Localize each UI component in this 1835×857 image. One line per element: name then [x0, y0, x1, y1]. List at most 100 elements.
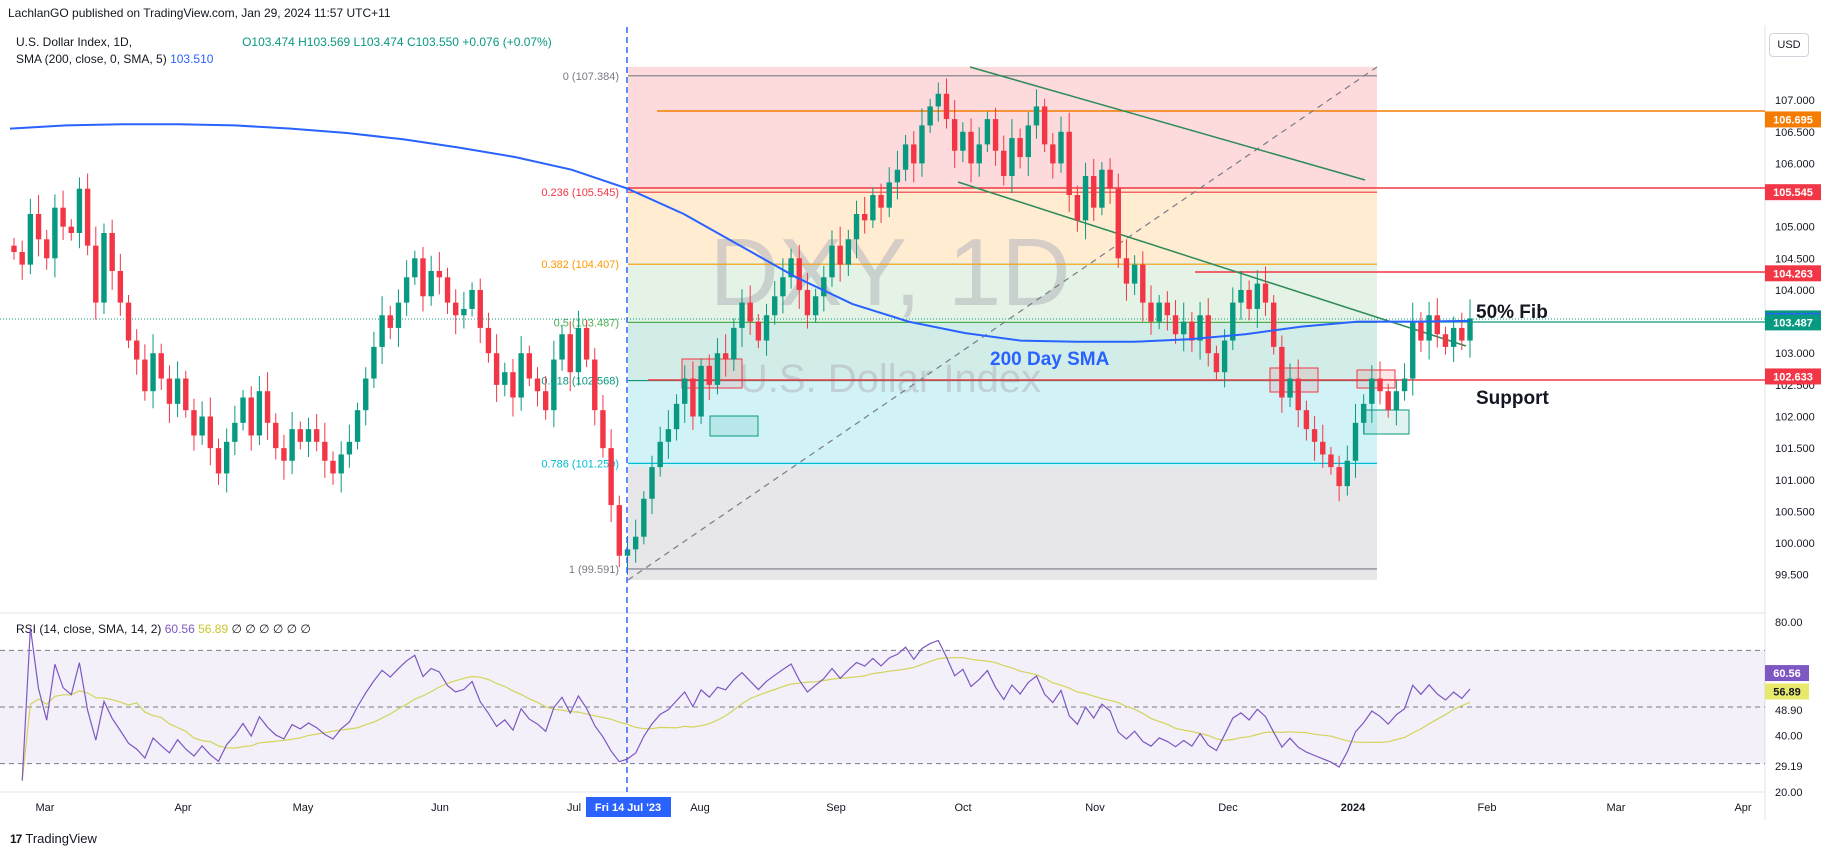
candle-body-174[interactable]: [1434, 315, 1440, 335]
candle-body-3[interactable]: [35, 214, 42, 240]
candle-body-9[interactable]: [84, 188, 91, 246]
currency-button[interactable]: USD: [1769, 33, 1809, 57]
candle-body-100[interactable]: [829, 245, 835, 278]
candle-body-112[interactable]: [927, 106, 933, 126]
candle-body-155[interactable]: [1279, 346, 1285, 398]
candle-body-53[interactable]: [444, 277, 451, 303]
candle-body-167[interactable]: [1377, 378, 1383, 392]
candle-body-51[interactable]: [428, 270, 434, 297]
candle-body-91[interactable]: [755, 321, 762, 341]
candle-body-88[interactable]: [731, 327, 737, 360]
annotation-50-fib[interactable]: 50% Fib: [1476, 302, 1548, 323]
candle-body-168[interactable]: [1385, 391, 1391, 411]
candle-body-135[interactable]: [1115, 188, 1121, 259]
candle-body-14[interactable]: [125, 302, 132, 341]
candle-body-121[interactable]: [1001, 150, 1007, 177]
candle-body-102[interactable]: [845, 239, 852, 265]
candle-body-104[interactable]: [861, 214, 868, 221]
candle-body-126[interactable]: [1041, 106, 1048, 145]
candle-body-59[interactable]: [493, 353, 500, 385]
channel-upper-line[interactable]: [969, 66, 1366, 181]
candle-body-89[interactable]: [739, 302, 745, 328]
candle-body-95[interactable]: [788, 258, 794, 278]
candle-body-138[interactable]: [1140, 264, 1146, 303]
candle-body-105[interactable]: [870, 195, 876, 221]
candle-body-101[interactable]: [837, 245, 843, 265]
fib-diagonal-dashed[interactable]: [627, 66, 1378, 581]
candle-body-76[interactable]: [632, 536, 639, 550]
candle-body-13[interactable]: [117, 270, 124, 303]
candle-body-111[interactable]: [919, 125, 925, 164]
candle-body-176[interactable]: [1450, 327, 1457, 347]
candle-body-35[interactable]: [297, 429, 303, 442]
candle-body-11[interactable]: [101, 232, 107, 303]
candle-body-62[interactable]: [518, 353, 524, 398]
candle-body-46[interactable]: [387, 315, 393, 328]
tradingview-brand[interactable]: 17 TradingView: [10, 831, 97, 846]
rsi-sma-line[interactable]: [21, 656, 1471, 781]
candle-body-41[interactable]: [346, 441, 353, 455]
candle-body-134[interactable]: [1107, 169, 1113, 189]
candle-body-4[interactable]: [44, 239, 50, 259]
candle-body-154[interactable]: [1270, 302, 1277, 347]
candle-body-152[interactable]: [1254, 283, 1261, 309]
candle-body-65[interactable]: [542, 391, 549, 411]
candle-body-171[interactable]: [1410, 321, 1416, 379]
candle-body-162[interactable]: [1336, 467, 1342, 487]
candle-body-25[interactable]: [215, 448, 222, 474]
candle-body-96[interactable]: [796, 258, 802, 290]
candle-body-149[interactable]: [1230, 302, 1236, 341]
rsi-legend[interactable]: RSI (14, close, SMA, 14, 2) 60.56 56.89 …: [16, 622, 311, 636]
candle-body-161[interactable]: [1328, 454, 1334, 468]
candle-body-18[interactable]: [158, 353, 164, 379]
candle-body-12[interactable]: [109, 232, 115, 271]
candle-body-43[interactable]: [363, 378, 369, 411]
candle-body-57[interactable]: [477, 289, 483, 328]
candle-body-61[interactable]: [510, 372, 516, 398]
candle-body-132[interactable]: [1091, 176, 1097, 208]
candle-body-85[interactable]: [706, 365, 712, 385]
candle-body-27[interactable]: [232, 422, 238, 442]
green-box-jan[interactable]: [1363, 409, 1410, 435]
candle-body-153[interactable]: [1262, 283, 1269, 303]
candle-body-26[interactable]: [223, 441, 230, 474]
time-axis[interactable]: Mar Apr May Jun Jul Aug Sep Oct Nov Dec 2024 Feb Mar…: [36, 802, 1752, 814]
red-box-dec[interactable]: [1269, 367, 1319, 393]
candle-body-125[interactable]: [1033, 106, 1040, 126]
candle-body-49[interactable]: [412, 258, 418, 278]
candle-body-156[interactable]: [1287, 378, 1293, 398]
candle-body-47[interactable]: [395, 302, 402, 328]
candle-body-137[interactable]: [1131, 264, 1138, 284]
candle-body-54[interactable]: [453, 302, 459, 316]
candle-body-150[interactable]: [1238, 289, 1244, 303]
candle-body-78[interactable]: [649, 467, 655, 499]
candle-body-77[interactable]: [641, 498, 647, 537]
candle-body-117[interactable]: [968, 131, 974, 164]
candlesticks[interactable]: [11, 78, 1473, 575]
candle-body-73[interactable]: [608, 448, 614, 506]
candle-body-90[interactable]: [747, 302, 753, 322]
candle-body-74[interactable]: [616, 505, 623, 556]
candle-body-158[interactable]: [1303, 410, 1310, 430]
candle-body-79[interactable]: [657, 441, 663, 468]
trend-lines[interactable]: [627, 66, 1467, 581]
candle-body-98[interactable]: [812, 296, 819, 316]
candle-body-166[interactable]: [1369, 378, 1375, 404]
candle-body-136[interactable]: [1123, 258, 1130, 284]
candle-body-40[interactable]: [338, 454, 344, 474]
candle-body-71[interactable]: [592, 359, 598, 411]
candle-body-67[interactable]: [559, 334, 565, 360]
candle-body-118[interactable]: [976, 144, 982, 164]
candle-body-143[interactable]: [1181, 321, 1187, 335]
candle-body-38[interactable]: [322, 441, 328, 461]
candle-body-45[interactable]: [379, 315, 385, 347]
candle-body-94[interactable]: [780, 277, 786, 297]
candle-body-5[interactable]: [52, 207, 58, 259]
candle-body-17[interactable]: [150, 353, 156, 392]
candle-body-130[interactable]: [1074, 195, 1081, 221]
horizontal-rays[interactable]: [0, 110, 1765, 381]
candle-body-29[interactable]: [248, 397, 254, 436]
candle-body-30[interactable]: [256, 391, 263, 436]
candle-body-72[interactable]: [600, 410, 606, 449]
